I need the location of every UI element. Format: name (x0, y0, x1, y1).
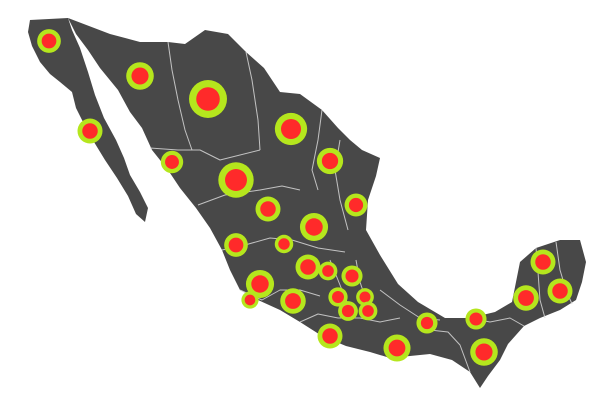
border-sonora-chihuahua (167, 41, 193, 151)
marker-dot (165, 155, 179, 169)
marker-dot (300, 259, 316, 275)
marker-dot (225, 169, 247, 191)
marker-tabasco (417, 313, 437, 333)
marker-baja-california (37, 29, 61, 53)
marker-hidalgo (341, 265, 363, 287)
marker-dot (260, 201, 276, 217)
marker-dot (196, 87, 220, 111)
marker-dot (388, 339, 406, 357)
marker-dot (251, 275, 269, 293)
marker-dot (285, 293, 301, 309)
marker-dot (41, 33, 57, 49)
marker-dot (131, 67, 149, 85)
marker-dot (518, 290, 534, 306)
marker-dot (228, 237, 244, 253)
marker-chihuahua (189, 80, 227, 118)
marker-zacatecas (255, 196, 281, 222)
marker-dot (278, 238, 290, 250)
marker-dot (341, 304, 355, 318)
marker-morelos (358, 301, 378, 321)
marker-dot (552, 283, 568, 299)
marker-yucatan (530, 249, 556, 275)
marker-dot (535, 254, 551, 270)
border-durango-zacatecas (197, 185, 301, 206)
marker-san-luis-potosi (299, 212, 329, 242)
marker-dot (280, 118, 302, 140)
marker-sinaloa (160, 150, 184, 174)
marker-veracruz (465, 308, 487, 330)
marker-tlaxcala (356, 288, 374, 306)
marker-layer (37, 29, 573, 366)
marker-guanajuato (295, 254, 321, 280)
marker-queretaro (318, 261, 338, 281)
marker-dot (321, 152, 339, 170)
marker-jalisco (245, 269, 275, 299)
border-chihuahua-coahuila (245, 51, 261, 151)
marker-dot (348, 197, 364, 213)
marker-dot (322, 328, 338, 344)
marker-dot (362, 305, 374, 317)
marker-coahuila (274, 112, 308, 146)
marker-chiapas (470, 338, 498, 366)
marker-dot (345, 269, 359, 283)
marker-colima (241, 291, 259, 309)
marker-oaxaca (383, 334, 411, 362)
marker-estado-de-mexico (328, 287, 348, 307)
marker-dot (469, 312, 483, 326)
marker-aguascalientes (274, 234, 294, 254)
marker-durango (218, 162, 254, 198)
border-coahuila-nuevo-leon (311, 109, 323, 191)
marker-quintana-roo (547, 278, 573, 304)
marker-dot (475, 343, 493, 361)
marker-dot (305, 218, 323, 236)
marker-dot (420, 316, 434, 330)
marker-nuevo-leon (316, 147, 344, 175)
marker-dot (322, 265, 334, 277)
marker-guerrero (317, 323, 343, 349)
marker-baja-california-sur (77, 118, 103, 144)
marker-nayarit (224, 233, 248, 257)
marker-dot (82, 123, 98, 139)
marker-tamaulipas (344, 193, 368, 217)
marker-dot (332, 291, 344, 303)
marker-sonora (126, 62, 154, 90)
border-oaxaca-chiapas (429, 329, 471, 373)
marker-michoacan (280, 288, 306, 314)
marker-cdmx (338, 301, 358, 321)
marker-dot (244, 294, 256, 306)
marker-dot (359, 291, 371, 303)
border-sinaloa-durango (149, 147, 261, 161)
marker-campeche (513, 285, 539, 311)
